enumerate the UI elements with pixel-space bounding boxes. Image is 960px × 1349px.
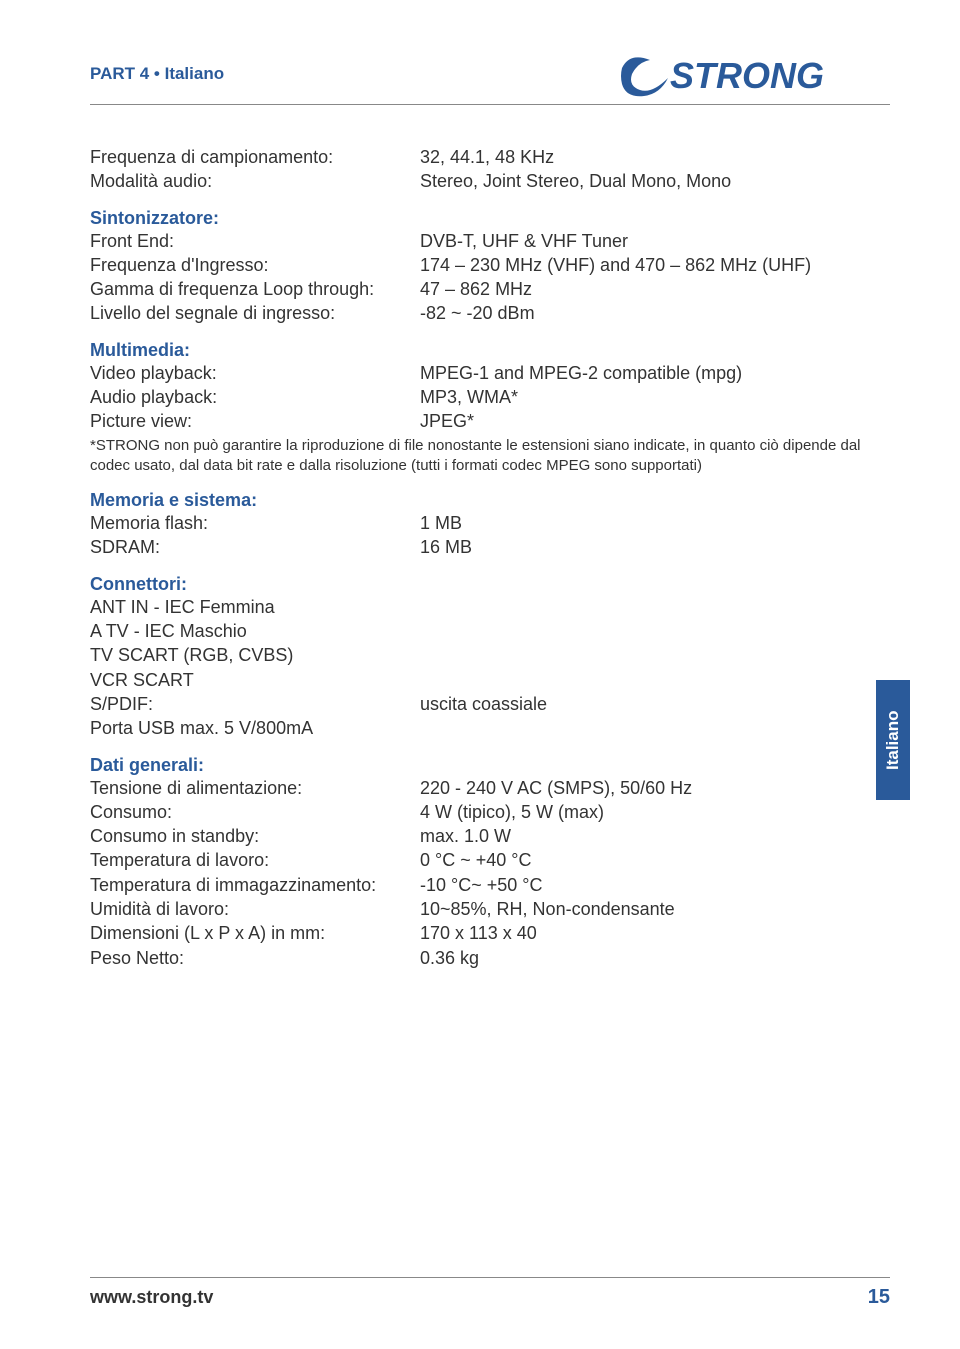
logo-text: STRONG bbox=[670, 55, 824, 96]
spec-label: Audio playback: bbox=[90, 385, 420, 409]
spec-value: 10~85%, RH, Non-condensante bbox=[420, 897, 890, 921]
spec-label: Peso Netto: bbox=[90, 946, 420, 970]
spec-value: 0.36 kg bbox=[420, 946, 890, 970]
spec-value: max. 1.0 W bbox=[420, 824, 890, 848]
multimedia-note: *STRONG non può garantire la riproduzion… bbox=[90, 436, 890, 477]
connector-line: A TV - IEC Maschio bbox=[90, 619, 890, 643]
spec-value: -10 °C~ +50 °C bbox=[420, 873, 890, 897]
spec-row: Peso Netto: 0.36 kg bbox=[90, 946, 890, 970]
spec-row: Consumo in standby: max. 1.0 W bbox=[90, 824, 890, 848]
spec-row: Gamma di frequenza Loop through: 47 – 86… bbox=[90, 277, 890, 301]
header-divider bbox=[90, 104, 890, 105]
spec-label: Picture view: bbox=[90, 409, 420, 433]
spec-value: 47 – 862 MHz bbox=[420, 277, 890, 301]
spec-label: Frequenza di campionamento: bbox=[90, 145, 420, 169]
section-title-memory: Memoria e sistema: bbox=[90, 490, 890, 511]
connector-line: ANT IN - IEC Femmina bbox=[90, 595, 890, 619]
brand-logo: STRONG bbox=[620, 50, 890, 98]
spec-label: Frequenza d'Ingresso: bbox=[90, 253, 420, 277]
spec-value: uscita coassiale bbox=[420, 692, 890, 716]
part-label: PART 4 • Italiano bbox=[90, 64, 224, 84]
spec-row: Front End: DVB-T, UHF & VHF Tuner bbox=[90, 229, 890, 253]
spec-row: SDRAM: 16 MB bbox=[90, 535, 890, 559]
spec-label: Consumo in standby: bbox=[90, 824, 420, 848]
spec-value: Stereo, Joint Stereo, Dual Mono, Mono bbox=[420, 169, 890, 193]
spec-value: -82 ~ -20 dBm bbox=[420, 301, 890, 325]
footer-url: www.strong.tv bbox=[90, 1287, 213, 1308]
page-header: PART 4 • Italiano STRONG bbox=[90, 50, 890, 98]
spec-row: Dimensioni (L x P x A) in mm: 170 x 113 … bbox=[90, 921, 890, 945]
spec-value: 16 MB bbox=[420, 535, 890, 559]
connector-line: VCR SCART bbox=[90, 668, 890, 692]
spec-label: Livello del segnale di ingresso: bbox=[90, 301, 420, 325]
spec-value: 4 W (tipico), 5 W (max) bbox=[420, 800, 890, 824]
spec-row: Temperatura di immagazzinamento: -10 °C~… bbox=[90, 873, 890, 897]
spec-value: DVB-T, UHF & VHF Tuner bbox=[420, 229, 890, 253]
spec-label: Memoria flash: bbox=[90, 511, 420, 535]
spec-row: Picture view: JPEG* bbox=[90, 409, 890, 433]
spec-value: 220 - 240 V AC (SMPS), 50/60 Hz bbox=[420, 776, 890, 800]
spec-label: Temperatura di lavoro: bbox=[90, 848, 420, 872]
section-title-tuner: Sintonizzatore: bbox=[90, 208, 890, 229]
spec-label: Umidità di lavoro: bbox=[90, 897, 420, 921]
spec-value: 1 MB bbox=[420, 511, 890, 535]
spec-label: Front End: bbox=[90, 229, 420, 253]
spec-value: JPEG* bbox=[420, 409, 890, 433]
spec-label: Gamma di frequenza Loop through: bbox=[90, 277, 420, 301]
spec-row: Livello del segnale di ingresso: -82 ~ -… bbox=[90, 301, 890, 325]
spec-row: Tensione di alimentazione: 220 - 240 V A… bbox=[90, 776, 890, 800]
spec-row: Video playback: MPEG-1 and MPEG-2 compat… bbox=[90, 361, 890, 385]
spec-value: MPEG-1 and MPEG-2 compatible (mpg) bbox=[420, 361, 890, 385]
spec-label: Dimensioni (L x P x A) in mm: bbox=[90, 921, 420, 945]
footer-divider bbox=[90, 1277, 890, 1278]
page-footer: www.strong.tv 15 bbox=[90, 1277, 890, 1309]
spec-label: Tensione di alimentazione: bbox=[90, 776, 420, 800]
section-title-connectors: Connettori: bbox=[90, 574, 890, 595]
section-title-multimedia: Multimedia: bbox=[90, 340, 890, 361]
spec-label: S/PDIF: bbox=[90, 692, 420, 716]
section-title-general: Dati generali: bbox=[90, 755, 890, 776]
spec-row: Audio playback: MP3, WMA* bbox=[90, 385, 890, 409]
spec-label: Consumo: bbox=[90, 800, 420, 824]
spec-label: Video playback: bbox=[90, 361, 420, 385]
spec-row: Umidità di lavoro: 10~85%, RH, Non-conde… bbox=[90, 897, 890, 921]
spec-label: Modalità audio: bbox=[90, 169, 420, 193]
spec-row: Frequenza d'Ingresso: 174 – 230 MHz (VHF… bbox=[90, 253, 890, 277]
spec-value: 174 – 230 MHz (VHF) and 470 – 862 MHz (U… bbox=[420, 253, 890, 277]
language-tab: Italiano bbox=[876, 680, 910, 800]
connector-line: Porta USB max. 5 V/800mA bbox=[90, 716, 890, 740]
spec-row: Frequenza di campionamento: 32, 44.1, 48… bbox=[90, 145, 890, 169]
spec-value: 0 °C ~ +40 °C bbox=[420, 848, 890, 872]
spec-label: SDRAM: bbox=[90, 535, 420, 559]
footer-page-number: 15 bbox=[868, 1286, 890, 1309]
connector-line: TV SCART (RGB, CVBS) bbox=[90, 643, 890, 667]
spec-row: Memoria flash: 1 MB bbox=[90, 511, 890, 535]
spec-row: Temperatura di lavoro: 0 °C ~ +40 °C bbox=[90, 848, 890, 872]
spec-value: MP3, WMA* bbox=[420, 385, 890, 409]
spec-value: 170 x 113 x 40 bbox=[420, 921, 890, 945]
spec-row: Modalità audio: Stereo, Joint Stereo, Du… bbox=[90, 169, 890, 193]
spec-row: Consumo: 4 W (tipico), 5 W (max) bbox=[90, 800, 890, 824]
spec-label: Temperatura di immagazzinamento: bbox=[90, 873, 420, 897]
spec-row: S/PDIF: uscita coassiale bbox=[90, 692, 890, 716]
spec-value: 32, 44.1, 48 KHz bbox=[420, 145, 890, 169]
